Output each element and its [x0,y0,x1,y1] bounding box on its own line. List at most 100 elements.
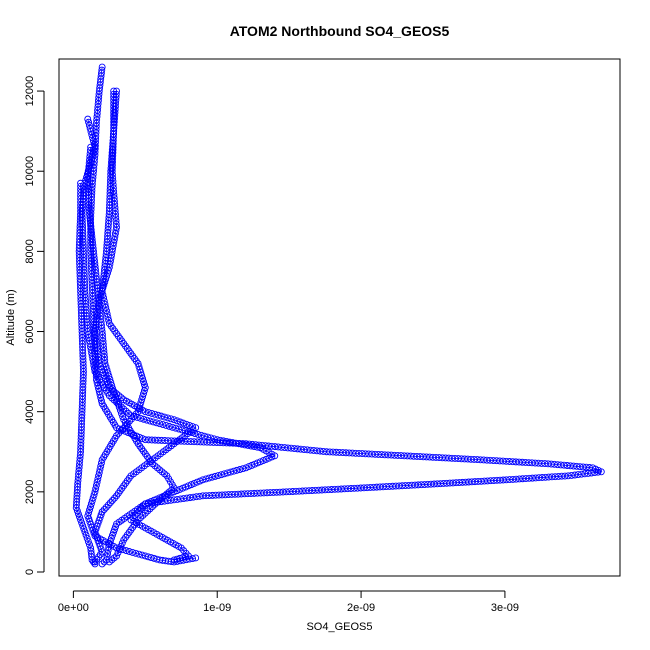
data-point [306,446,314,454]
data-point [76,513,83,521]
data-point [146,417,154,425]
data-point [168,486,176,494]
data-point [140,390,147,398]
data-point [112,394,120,402]
data-point [146,505,154,513]
data-point [360,484,368,492]
data-point [207,434,215,442]
data-point [310,447,318,454]
data-point [137,369,145,377]
data-point [91,488,99,496]
data-point [303,446,311,454]
data-point [112,217,120,225]
data-point [313,447,321,455]
data-point [281,444,289,452]
data-point [108,381,116,389]
data-point [101,356,109,364]
data-point [331,485,339,493]
data-point [111,200,119,208]
data-point [140,415,148,423]
data-point [477,456,484,464]
data-point [193,493,200,501]
data-point [178,426,186,434]
y-tick-label: 8000 [24,239,36,263]
data-point [110,554,118,562]
data-point [169,423,176,431]
data-point [531,459,539,467]
data-point [483,456,491,464]
data-point [509,475,517,483]
data-point [91,331,99,339]
data-point [159,421,167,429]
data-point [88,553,96,561]
data-point [86,150,94,158]
data-point [77,448,85,456]
data-point [268,442,276,450]
data-point [138,372,146,380]
data-point [512,458,520,466]
data-point [158,436,165,444]
data-point [104,369,112,377]
data-point [103,307,110,315]
data-point [220,470,228,478]
data-point [110,396,118,404]
data-point [577,470,585,478]
data-point [239,465,247,473]
data-point [106,499,114,507]
data-point [102,503,110,511]
data-point [141,408,149,416]
data-point [311,486,319,494]
data-point [90,558,97,566]
data-point [480,456,488,464]
data-point [104,501,112,509]
data-point [89,177,97,185]
data-point [82,531,90,539]
data-point [187,438,195,445]
data-point [286,488,293,496]
data-point [141,384,149,392]
data-point [127,412,135,420]
data-point [192,554,200,562]
x-axis-label: SO4_GEOS5 [306,621,372,633]
data-point [108,167,116,175]
data-point [110,194,118,202]
data-point [344,485,352,493]
data-point [227,468,235,476]
data-point [324,486,332,494]
data-point [83,534,91,542]
data-point [522,475,530,482]
data-point [109,181,117,189]
data-point [95,94,103,101]
data-point [140,387,148,395]
data-point [233,466,241,474]
data-point [139,502,147,510]
data-point [76,451,84,459]
data-point [119,413,127,421]
data-point [193,438,201,446]
data-point [208,473,216,481]
data-point [164,414,172,422]
data-point [86,153,94,161]
data-point [230,467,238,475]
data-point [90,529,98,537]
x-tick-label: 3e-09 [491,602,519,614]
data-point [136,366,144,374]
data-point [381,451,389,459]
data-point [328,486,336,493]
data-point [161,492,168,500]
data-point [139,393,147,401]
data-point [323,448,331,456]
data-point [122,547,130,555]
data-point [74,510,82,518]
data-point [94,100,102,108]
data-point [110,191,118,198]
data-point [93,113,101,121]
data-point [95,90,103,98]
data-point [347,485,355,492]
data-point [98,456,106,464]
data-point [342,449,350,457]
data-point [157,412,165,420]
data-point [95,87,103,95]
data-point [326,448,334,456]
data-point [558,472,566,480]
